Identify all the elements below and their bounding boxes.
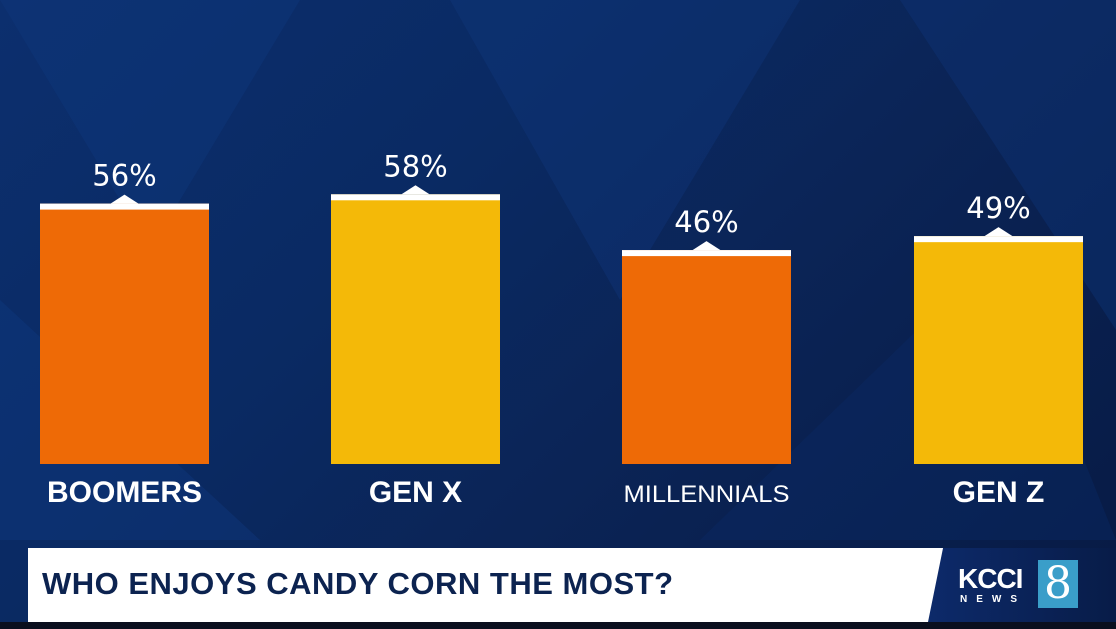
value-label: 49% bbox=[966, 191, 1030, 225]
bar-cap bbox=[331, 194, 500, 201]
bar-pointer bbox=[401, 185, 430, 195]
value-label: 46% bbox=[674, 205, 738, 239]
logo-sub: NEWS bbox=[960, 594, 1026, 605]
logo-channel: 8 bbox=[1038, 560, 1078, 608]
value-label: 58% bbox=[383, 149, 447, 183]
bar-cap bbox=[40, 203, 209, 210]
bottom-strip bbox=[0, 622, 1116, 629]
category-label: GEN X bbox=[369, 476, 462, 509]
value-label: 56% bbox=[92, 159, 156, 193]
bar bbox=[622, 250, 791, 464]
category-label: GEN Z bbox=[953, 476, 1045, 509]
bar-chart: 56% BOOMERS 58% GEN X 46% MILLENNIALS 49% GEN Z bbox=[40, 149, 1083, 509]
station-logo: KCCI NEWS 8 bbox=[928, 548, 1116, 622]
title-banner: WHO ENJOYS CANDY CORN THE MOST? bbox=[28, 548, 968, 622]
category-label: MILLENNIALS bbox=[624, 481, 790, 508]
bar-cap bbox=[914, 236, 1083, 243]
bar-pointer bbox=[984, 227, 1013, 237]
bar-pointer bbox=[692, 241, 721, 251]
bar bbox=[40, 203, 209, 464]
category-label: BOOMERS bbox=[47, 476, 202, 509]
bar-cap bbox=[622, 250, 791, 257]
bar bbox=[331, 194, 500, 465]
bar-pointer bbox=[110, 194, 139, 204]
bar bbox=[914, 236, 1083, 464]
logo-name: KCCI bbox=[958, 563, 1023, 594]
chart-title: WHO ENJOYS CANDY CORN THE MOST? bbox=[42, 566, 674, 601]
